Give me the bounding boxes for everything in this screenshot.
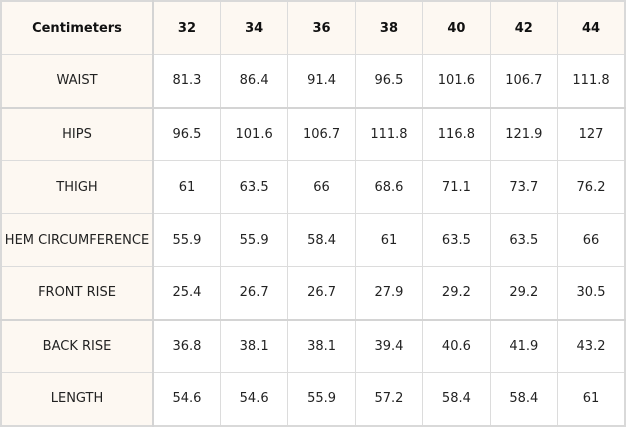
table-cell: 54.6 bbox=[152, 372, 221, 426]
table-cell: 66 bbox=[557, 213, 626, 267]
table-cell: 106.7 bbox=[489, 54, 559, 108]
table-cell: 61 bbox=[354, 213, 424, 267]
table-cell: 30.5 bbox=[557, 266, 626, 320]
table-cell: 57.2 bbox=[354, 372, 424, 426]
table-cell: 55.9 bbox=[152, 213, 221, 267]
table-cell: 127 bbox=[557, 106, 626, 161]
table-row: FRONT RISE 25.4 26.7 26.7 27.9 29.2 29.2… bbox=[0, 266, 626, 320]
table-cell: 29.2 bbox=[422, 266, 491, 320]
row-label: HEM CIRCUMFERENCE bbox=[0, 213, 154, 267]
table-cell: 38.1 bbox=[219, 318, 289, 373]
row-label: WAIST bbox=[0, 54, 154, 108]
table-cell: 86.4 bbox=[219, 54, 289, 108]
table-cell: 39.4 bbox=[354, 318, 424, 373]
table-cell: 61 bbox=[152, 160, 221, 214]
size-header: 38 bbox=[354, 0, 424, 55]
table-cell: 71.1 bbox=[422, 160, 491, 214]
header-row: Centimeters 32 34 36 38 40 42 44 bbox=[0, 0, 626, 55]
size-header: 42 bbox=[489, 0, 559, 55]
table-cell: 63.5 bbox=[219, 160, 289, 214]
table-cell: 61 bbox=[557, 372, 626, 426]
row-label: LENGTH bbox=[0, 372, 154, 426]
table-cell: 111.8 bbox=[557, 54, 626, 108]
row-label: BACK RISE bbox=[0, 318, 154, 373]
table-cell: 40.6 bbox=[422, 318, 491, 373]
table-cell: 101.6 bbox=[219, 106, 289, 161]
table-cell: 58.4 bbox=[422, 372, 491, 426]
unit-header: Centimeters bbox=[0, 0, 154, 55]
table-cell: 63.5 bbox=[489, 213, 559, 267]
table-cell: 55.9 bbox=[287, 372, 356, 426]
table-cell: 63.5 bbox=[422, 213, 491, 267]
table-cell: 36.8 bbox=[152, 318, 221, 373]
table-cell: 66 bbox=[287, 160, 356, 214]
size-header: 36 bbox=[287, 0, 356, 55]
table-cell: 91.4 bbox=[287, 54, 356, 108]
table-cell: 54.6 bbox=[219, 372, 289, 426]
row-label: HIPS bbox=[0, 106, 154, 161]
table-cell: 81.3 bbox=[152, 54, 221, 108]
table-row: WAIST 81.3 86.4 91.4 96.5 101.6 106.7 11… bbox=[0, 54, 626, 108]
table-cell: 116.8 bbox=[422, 106, 491, 161]
table-cell: 55.9 bbox=[219, 213, 289, 267]
table-cell: 27.9 bbox=[354, 266, 424, 320]
table-cell: 58.4 bbox=[489, 372, 559, 426]
table-cell: 26.7 bbox=[287, 266, 356, 320]
table-cell: 29.2 bbox=[489, 266, 559, 320]
table-cell: 96.5 bbox=[354, 54, 424, 108]
size-header: 40 bbox=[422, 0, 491, 55]
size-header: 32 bbox=[152, 0, 221, 55]
table-cell: 111.8 bbox=[354, 106, 424, 161]
table-cell: 43.2 bbox=[557, 318, 626, 373]
table-row: THIGH 61 63.5 66 68.6 71.1 73.7 76.2 bbox=[0, 160, 626, 214]
table-row: HIPS 96.5 101.6 106.7 111.8 116.8 121.9 … bbox=[0, 106, 626, 161]
table-cell: 58.4 bbox=[287, 213, 356, 267]
row-label: FRONT RISE bbox=[0, 266, 154, 320]
table-cell: 106.7 bbox=[287, 106, 356, 161]
table-cell: 68.6 bbox=[354, 160, 424, 214]
table-cell: 41.9 bbox=[489, 318, 559, 373]
table-cell: 73.7 bbox=[489, 160, 559, 214]
table-cell: 38.1 bbox=[287, 318, 356, 373]
table-cell: 121.9 bbox=[489, 106, 559, 161]
table-cell: 101.6 bbox=[422, 54, 491, 108]
table-row: BACK RISE 36.8 38.1 38.1 39.4 40.6 41.9 … bbox=[0, 318, 626, 373]
size-header: 44 bbox=[557, 0, 626, 55]
size-header: 34 bbox=[219, 0, 289, 55]
table-row: HEM CIRCUMFERENCE 55.9 55.9 58.4 61 63.5… bbox=[0, 213, 626, 267]
table-cell: 96.5 bbox=[152, 106, 221, 161]
table-cell: 76.2 bbox=[557, 160, 626, 214]
row-label: THIGH bbox=[0, 160, 154, 214]
table-row: LENGTH 54.6 54.6 55.9 57.2 58.4 58.4 61 bbox=[0, 372, 626, 426]
table-cell: 25.4 bbox=[152, 266, 221, 320]
table-cell: 26.7 bbox=[219, 266, 289, 320]
